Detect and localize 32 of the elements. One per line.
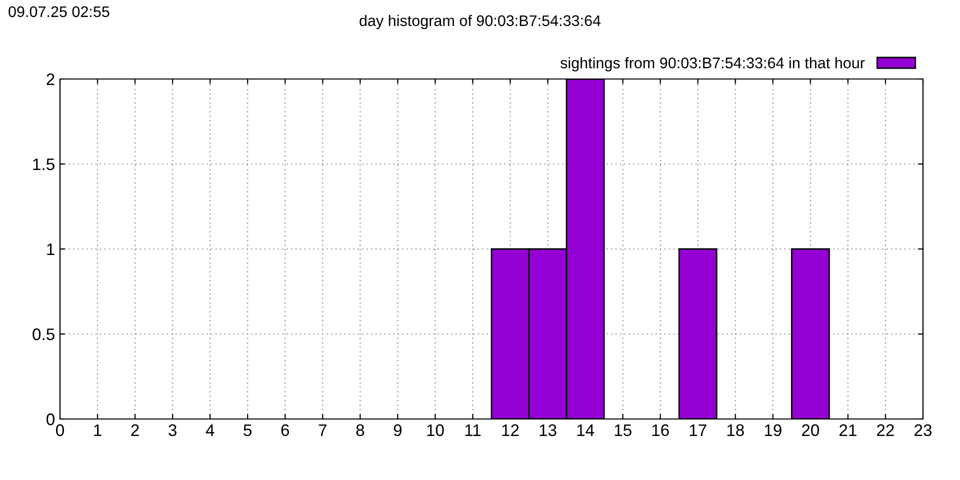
x-tick-label: 12 (502, 424, 519, 436)
y-tick-label: 0.5 (32, 328, 54, 340)
legend-label: sightings from 90:03:B7:54:33:64 in that hour (560, 57, 865, 72)
x-tick-label: 23 (914, 424, 932, 436)
x-tick-label: 9 (394, 424, 402, 436)
x-tick-label: 1 (94, 424, 102, 436)
y-tick-label: 2 (46, 73, 54, 86)
x-tick-label: 7 (318, 424, 326, 436)
x-tick-label: 16 (652, 424, 669, 436)
y-tick-label: 0 (46, 413, 54, 426)
y-tick-label: 1.5 (33, 158, 54, 170)
x-tick-label: 5 (244, 424, 252, 436)
x-tick-label: 21 (840, 424, 856, 436)
x-tick-label: 10 (427, 424, 444, 436)
x-tick-label: 17 (690, 424, 706, 436)
x-tick-label: 4 (206, 424, 214, 436)
x-tick-label: 19 (764, 424, 782, 436)
x-tick-label: 0 (56, 424, 64, 436)
x-tick-label: 22 (877, 424, 894, 436)
text: 09.07.25 02:55 (8, 6, 110, 18)
x-tick-label: 14 (577, 424, 594, 436)
x-tick-label: 6 (281, 424, 290, 436)
x-tick-label: 18 (727, 424, 744, 436)
x-tick-label: 13 (540, 424, 556, 436)
x-tick-label: 15 (614, 424, 632, 436)
y-tick-label: 1 (47, 244, 54, 256)
x-tick-label: 20 (802, 424, 820, 436)
x-tick-label: 3 (168, 424, 176, 436)
x-tick-label: 8 (356, 424, 364, 436)
x-tick-label: 11 (465, 424, 481, 436)
x-tick-label: 2 (131, 424, 139, 436)
chart-title: day histogram of 90:03:B7:54:33:64 (360, 14, 601, 30)
